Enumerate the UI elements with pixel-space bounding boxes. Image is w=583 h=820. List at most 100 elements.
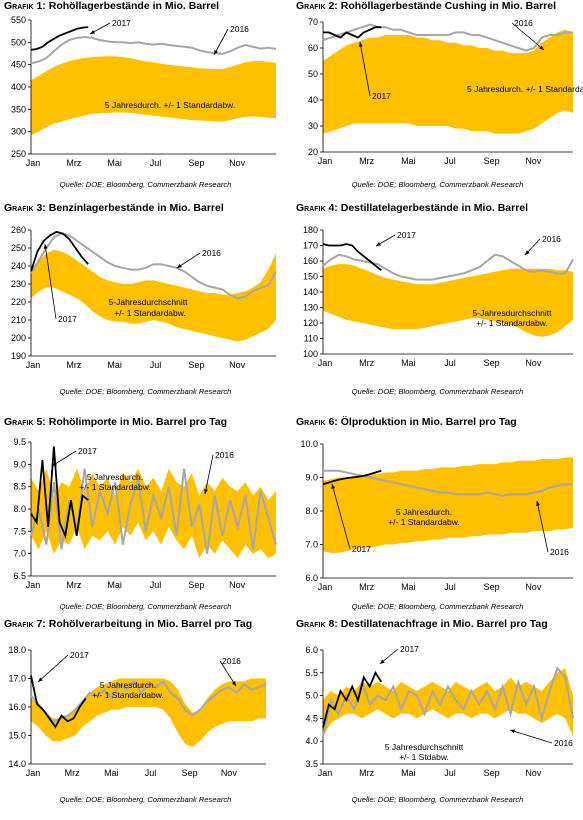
x-tick-label: Mrz: [359, 582, 374, 592]
y-tick-label: 230: [11, 279, 26, 289]
chart-title: Rohöllagerbestände Cushing in Mio. Barre…: [340, 0, 557, 12]
x-tick-label: Jan: [318, 156, 333, 166]
y-tick-label: 4.5: [305, 713, 318, 723]
annotation-label: +/- 1 Standardabw.: [388, 517, 460, 527]
std-band: [31, 468, 276, 559]
series-line-2016: [322, 253, 574, 281]
x-tick-label: Jan: [26, 158, 41, 168]
annotation-label: 2017: [78, 446, 97, 456]
y-tick-label: 200: [11, 333, 26, 343]
x-tick-label: Nov: [229, 158, 246, 168]
chart-title: Destillatenachfrage in Mio. Barrel pro T…: [340, 618, 548, 630]
x-tick-label: Jul: [150, 158, 162, 168]
y-tick-label: 250: [11, 149, 26, 159]
annotation-label: 2017: [372, 91, 391, 101]
source-note: Quelle: DOE; Bloomberg, Commerzbank Rese…: [59, 602, 232, 611]
y-tick-label: 3.5: [305, 759, 318, 769]
annotation-label: 5 Jahresdurch.: [396, 507, 452, 517]
annotation-label: 5 Jahresdurch. +/- 1 Standardabw.: [105, 100, 235, 110]
std-band: [31, 249, 276, 342]
annotation-label: 5 Jahresdurch.: [87, 472, 143, 482]
annotation-label: +/- 1 Standardabw.: [79, 482, 151, 492]
x-tick-label: Nov: [229, 580, 246, 590]
chart-svg: 14.0 15.0 16.0 17.0 18.0 Jan Mrz Mai Jul Sep Nov 20…: [8, 645, 267, 778]
chart-label: Grafik 1:: [4, 0, 46, 12]
y-tick-label: 7.0: [305, 540, 318, 550]
x-tick-label: Nov: [525, 768, 542, 778]
y-tick-label: 300: [11, 127, 26, 137]
source-note: Quelle: DOE; Bloomberg, Commerzbank Rese…: [351, 180, 524, 189]
std-band: [31, 678, 266, 747]
y-tick-label: 170: [303, 241, 318, 251]
annotation-arrowhead: [380, 659, 385, 664]
annotation-arrow: [511, 22, 545, 51]
annotation-label: 5 Jahresdurch.: [100, 680, 156, 690]
std-band: [323, 457, 573, 553]
chart-panel-7: Grafik 7: Rohölverarbeitung in Mio. Barr…: [0, 618, 291, 820]
series-line-2017: [322, 469, 382, 486]
y-tick-label: 14.0: [8, 759, 26, 769]
x-tick-label: Jul: [444, 358, 456, 368]
chart-label: Grafik 7:: [4, 618, 46, 630]
annotation-arrow: [331, 483, 351, 550]
annotation-arrow: [509, 729, 553, 744]
annotation-arrowhead: [231, 681, 236, 686]
chart-panel-5: Grafik 5: Rohölimporte in Mio. Barrel pr…: [0, 416, 291, 618]
std-band: [323, 668, 573, 737]
chart-panel-4: Grafik 4: Destillatelagerbestände in Mio…: [292, 202, 583, 404]
chart-svg: 20 30 40 50 60 70 Jan Mrz Mai Jul Sep Nov 2017 2016 5 …: [308, 17, 583, 166]
x-tick-label: Nov: [525, 156, 542, 166]
series-line-2016: [30, 35, 277, 65]
x-tick-label: Mai: [401, 358, 416, 368]
annotation-arrow: [37, 654, 69, 683]
y-tick-label: 120: [303, 318, 318, 328]
series-line-2017: [30, 26, 89, 51]
y-tick-label: 8.0: [305, 506, 318, 516]
annotation-label: 2016: [230, 24, 249, 34]
y-tick-label: 5.0: [305, 691, 318, 701]
annotation-arrowhead: [539, 45, 544, 50]
x-tick-label: Jul: [150, 580, 162, 590]
annotation-arrowhead: [38, 677, 43, 682]
y-tick-label: 180: [303, 225, 318, 235]
y-tick-label: 450: [11, 60, 26, 70]
y-tick-label: 350: [11, 104, 26, 114]
x-tick-label: Sep: [484, 768, 500, 778]
y-tick-label: 260: [11, 225, 26, 235]
x-tick-label: Jul: [150, 360, 162, 370]
annotation-arrowhead: [536, 501, 540, 506]
annotation-arrowhead: [331, 484, 336, 489]
x-tick-label: Sep: [182, 768, 198, 778]
annotation-arrow: [359, 41, 371, 97]
series-line-2016: [322, 666, 574, 737]
source-note: Quelle: DOE; Bloomberg, Commerzbank Rese…: [59, 180, 232, 189]
y-tick-label: 40: [308, 95, 318, 105]
y-tick-label: 9.5: [13, 437, 26, 447]
source-note: Quelle: DOE; Bloomberg, Commerzbank Rese…: [59, 387, 232, 396]
x-tick-label: Sep: [484, 582, 500, 592]
x-tick-label: Mrz: [359, 768, 374, 778]
std-band: [31, 56, 276, 136]
chart-svg: 250 300 350 400 450 500 550 Jan Mrz Mai Jul Sep Nov 2…: [11, 15, 277, 168]
annotation-label: 2016: [554, 738, 573, 748]
annotation-label: +/- 1 Stdabw.: [399, 752, 449, 762]
annotation-label: +/- 1 Standardabw.: [476, 318, 548, 328]
y-tick-label: 16.0: [8, 702, 26, 712]
y-tick-label: 130: [303, 303, 318, 313]
x-tick-label: Mrz: [65, 768, 80, 778]
annotation-arrowhead: [358, 42, 363, 47]
chart-title: Benzinlagerbestände in Mio. Barrel: [48, 202, 224, 214]
x-tick-label: Jan: [318, 768, 333, 778]
chart-label: Grafik 2:: [296, 0, 338, 12]
x-tick-label: Nov: [221, 768, 238, 778]
annotation-label: 5-Jahresdurchschnitt: [473, 308, 553, 318]
y-tick-label: 6.0: [305, 573, 318, 583]
annotation-arrowhead: [90, 30, 95, 34]
chart-panel-2: Grafik 2: Rohöllagerbestände Cushing in …: [292, 0, 583, 202]
source-note: Quelle: DOE; Bloomberg, Commerzbank Rese…: [351, 795, 524, 804]
series-line-2017: [30, 446, 89, 540]
y-tick-label: 220: [11, 297, 26, 307]
y-tick-label: 9.0: [305, 473, 318, 483]
y-tick-label: 110: [304, 334, 318, 344]
annotation-arrowhead: [204, 489, 208, 494]
